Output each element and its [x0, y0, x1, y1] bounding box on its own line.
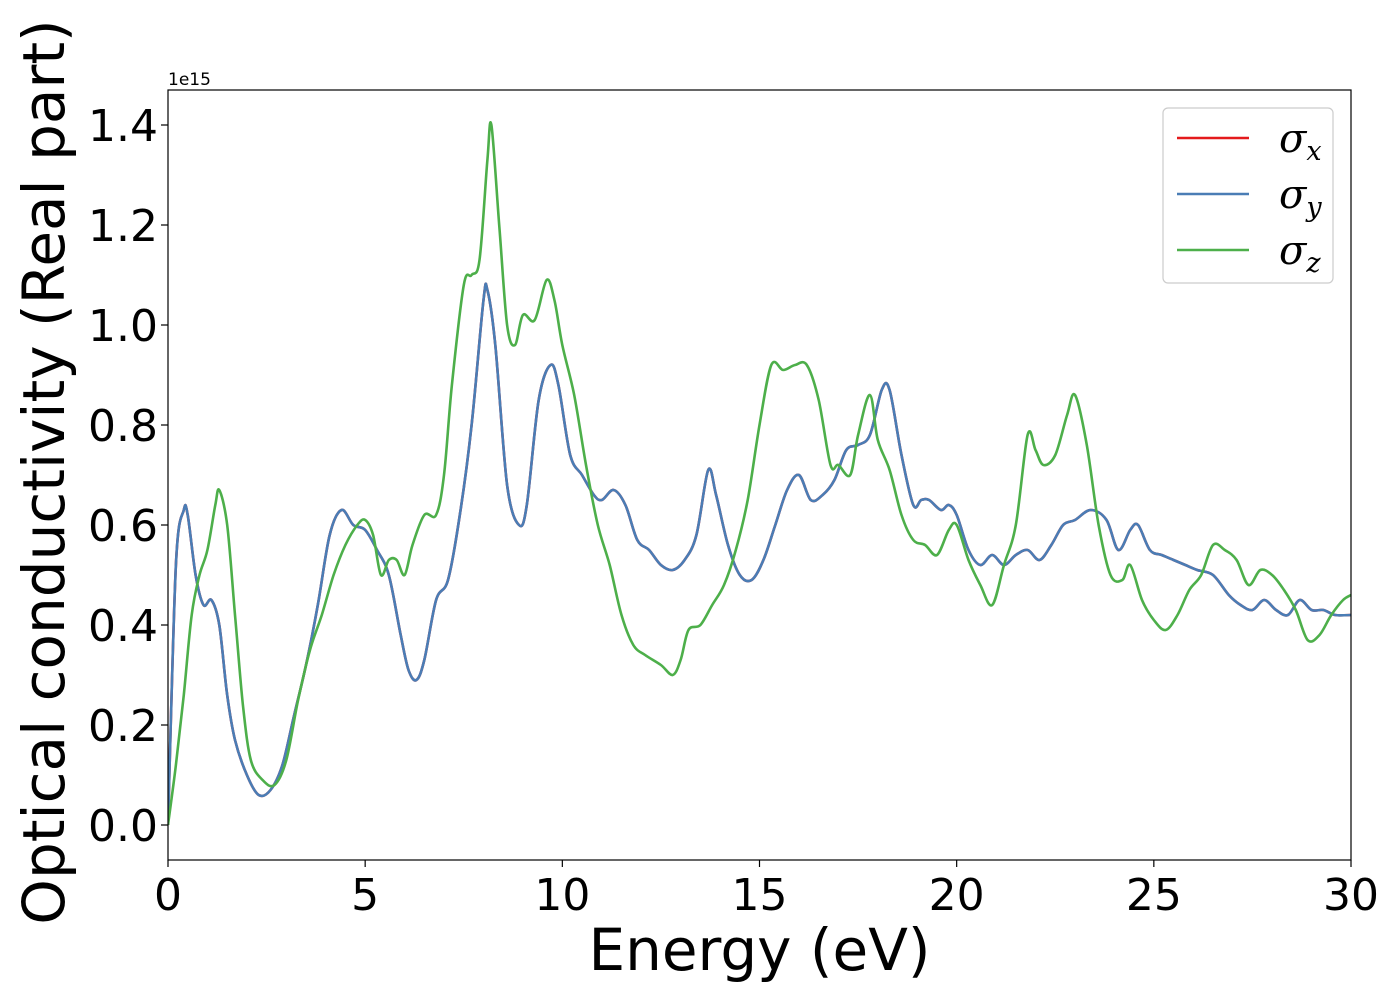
y-offset-label: 1e15 [168, 70, 211, 90]
x-axis-title: Energy (eV) [588, 916, 930, 984]
y-tick-label: 1.4 [88, 101, 158, 152]
legend-label-x: σx [1279, 116, 1322, 167]
x-tick-label: 0 [154, 870, 182, 921]
y-tick-label: 0.2 [88, 701, 158, 752]
y-tick-label: 1.0 [88, 301, 158, 352]
x-tick-label: 5 [351, 870, 379, 921]
series-line-y [168, 282, 1351, 826]
y-tick-label: 1.2 [88, 201, 158, 252]
y-tick-label: 0.8 [88, 401, 158, 452]
x-axis: 0 5 10 15 20 25 30 [154, 860, 1379, 921]
y-axis-title: Optical conductivity (Real part) [10, 19, 78, 924]
x-tick-label: 20 [929, 870, 985, 921]
x-tick-label: 30 [1323, 870, 1379, 921]
series-line-x [168, 282, 1351, 826]
x-tick-label: 15 [732, 870, 788, 921]
y-tick-label: 0.0 [88, 801, 158, 852]
series-layer [168, 121, 1351, 826]
legend-label-z: σz [1279, 228, 1321, 279]
x-tick-label: 25 [1126, 870, 1182, 921]
y-tick-label: 0.6 [88, 501, 158, 552]
y-axis: 0.0 0.2 0.4 0.6 0.8 1.0 1.2 1.4 [88, 101, 168, 852]
x-tick-label: 10 [534, 870, 590, 921]
legend-box [1162, 107, 1334, 284]
series-line-z [168, 121, 1351, 826]
y-tick-label: 0.4 [88, 601, 158, 652]
legend-label-y: σy [1279, 172, 1322, 223]
